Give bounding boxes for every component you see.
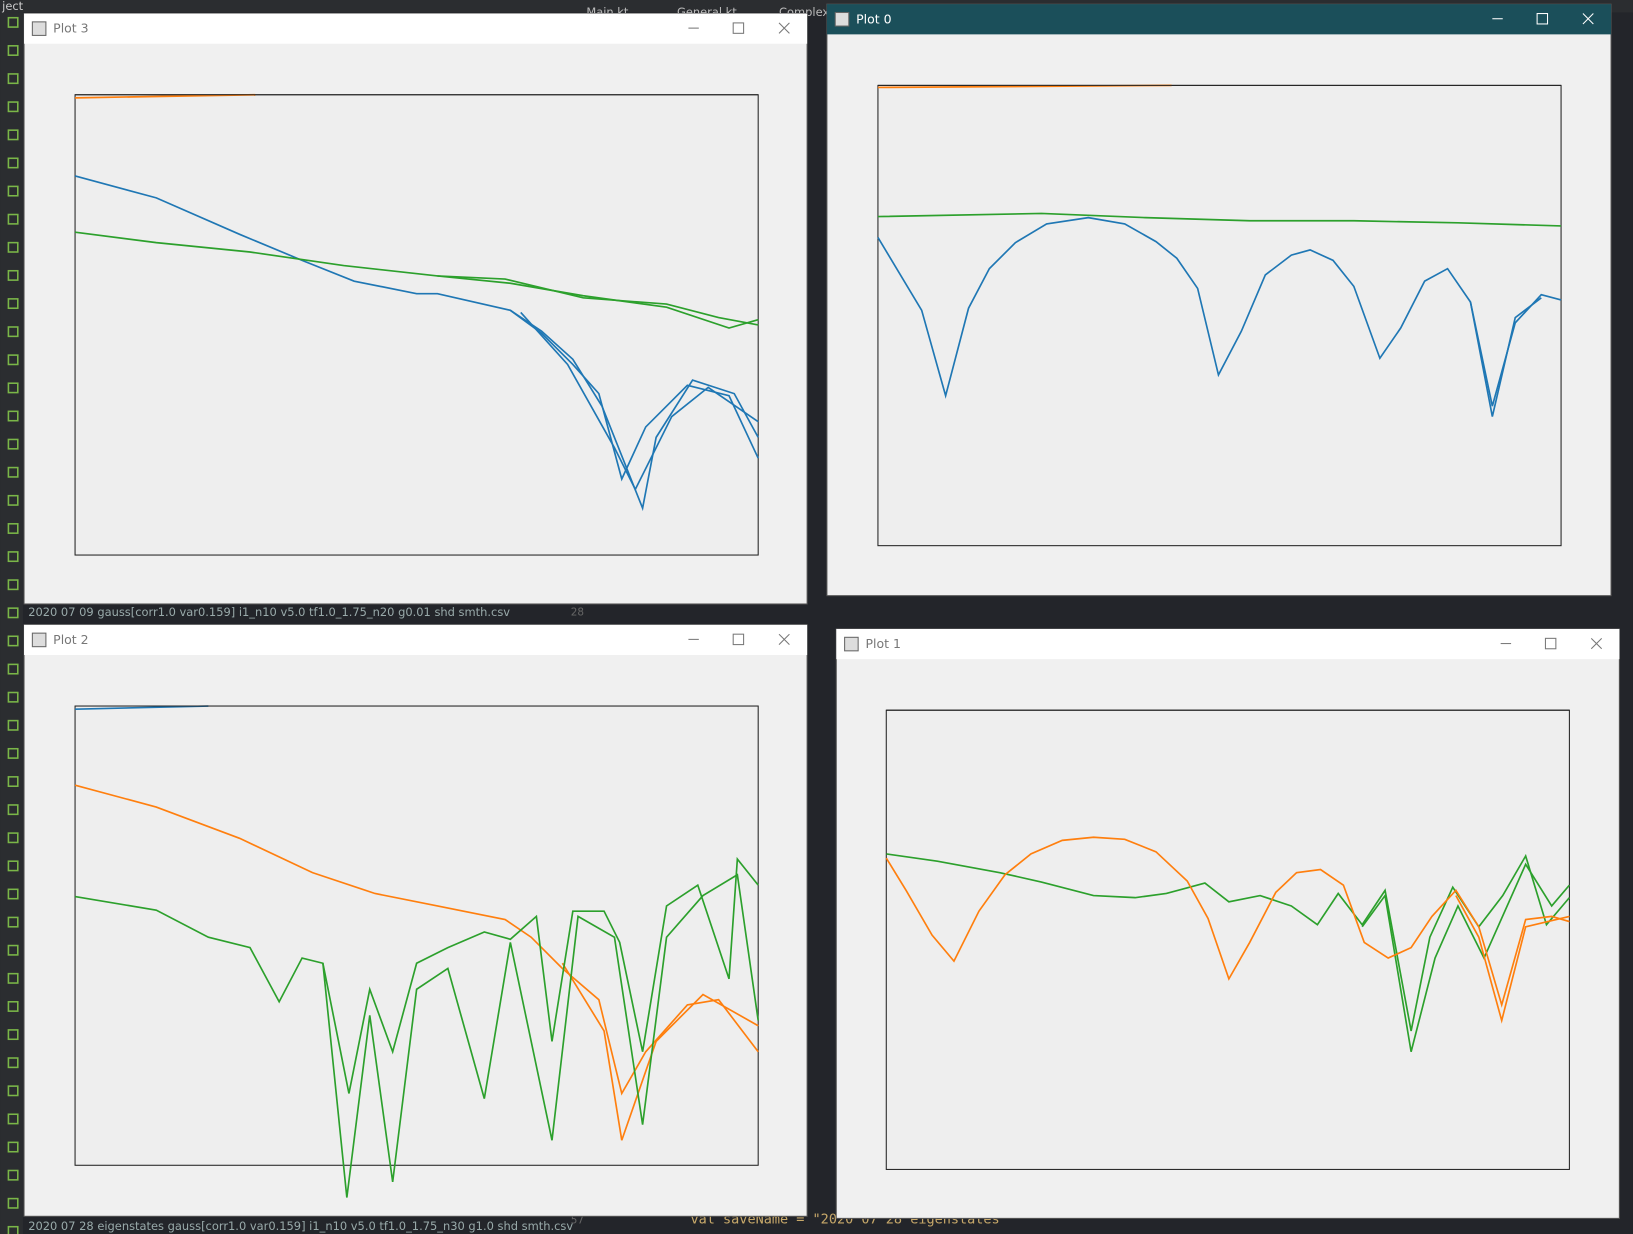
window-title: Plot 3 (53, 21, 88, 36)
window-icon (844, 636, 859, 652)
window-title: Plot 0 (856, 11, 891, 26)
window-icon (834, 11, 850, 27)
gutter-icon[interactable] (7, 269, 19, 281)
plot-curve (509, 309, 759, 512)
title-bar (24, 13, 808, 44)
line-number: 28 (571, 606, 584, 618)
close-button[interactable] (1590, 637, 1603, 650)
close-button[interactable] (778, 22, 790, 34)
gutter-icon[interactable] (7, 1225, 19, 1234)
plot-curve (561, 962, 759, 1141)
status-line: 2020 07 28 eigenstates gauss[corr1.0 var… (28, 1219, 573, 1233)
plot-curve (74, 231, 759, 329)
gutter-icon[interactable] (7, 719, 19, 731)
plot-curve (74, 784, 759, 1096)
plot-frame (885, 709, 1570, 1170)
gutter-icon[interactable] (7, 663, 19, 675)
gutter-icon[interactable] (7, 16, 19, 28)
gutter-icon[interactable] (7, 129, 19, 141)
gutter-icon[interactable] (7, 73, 19, 85)
gutter-icon[interactable] (7, 551, 19, 563)
title-bar (836, 628, 1620, 660)
plot-curve (877, 212, 1562, 227)
gutter-icon[interactable] (7, 185, 19, 197)
gutter-icon[interactable] (7, 157, 19, 169)
gutter-icon[interactable] (7, 860, 19, 872)
line-number: 57 (571, 1214, 584, 1226)
menu-label[interactable]: ject (1, 0, 24, 13)
gutter-icon[interactable] (7, 776, 19, 788)
gutter-icon[interactable] (7, 410, 19, 422)
gutter-icon[interactable] (7, 523, 19, 534)
gutter-icon[interactable] (7, 1000, 19, 1012)
gutter-icon[interactable] (7, 494, 19, 506)
gutter-icon[interactable] (7, 1197, 19, 1209)
title-bar (24, 624, 808, 656)
gutter-icon[interactable] (7, 804, 19, 816)
status-line: 2020 07 09 gauss[corr1.0 var0.159] i1_n1… (28, 605, 510, 619)
gutter-icon[interactable] (7, 213, 19, 225)
gutter-icon[interactable] (7, 466, 19, 478)
gutter-icon[interactable] (7, 438, 19, 450)
gutter-icon[interactable] (7, 382, 19, 394)
gutter-icon[interactable] (7, 241, 19, 253)
plot-curve (520, 311, 759, 492)
plot-frame (74, 705, 759, 1166)
gutter-icon[interactable] (7, 354, 19, 366)
gutter-icon[interactable] (7, 1057, 19, 1069)
gutter-icon[interactable] (7, 45, 19, 56)
window-title: Plot 2 (53, 632, 88, 647)
plot-curve (877, 216, 1562, 407)
plot-frame (877, 84, 1562, 547)
maximize-button[interactable] (1544, 637, 1557, 650)
gutter-icon[interactable] (7, 944, 19, 956)
plot-frame (74, 94, 759, 556)
gutter-icon[interactable] (7, 832, 19, 844)
gutter-icon[interactable] (7, 298, 19, 310)
gutter-icon[interactable] (7, 1029, 19, 1041)
window-icon (31, 632, 47, 648)
gutter-icon[interactable] (7, 1169, 19, 1181)
close-button[interactable] (1582, 13, 1594, 25)
plot-curve (1361, 862, 1571, 1052)
plot-curve (322, 873, 760, 1198)
window-icon (31, 21, 47, 36)
gutter-icon[interactable] (7, 579, 19, 591)
gutter-icon[interactable] (7, 972, 19, 984)
gutter-icon[interactable] (7, 1141, 19, 1153)
plot-curve (74, 856, 759, 1094)
gutter-icon[interactable] (7, 1085, 19, 1097)
gutter-icon[interactable] (7, 326, 19, 338)
gutter-icon[interactable] (7, 888, 19, 900)
plot-curve (437, 275, 759, 326)
plot-curve (886, 853, 1571, 1032)
gutter-icon[interactable] (7, 916, 19, 928)
window-title: Plot 1 (865, 636, 900, 651)
plot-curve (885, 836, 1570, 1008)
gutter-icon[interactable] (7, 101, 19, 113)
plot-curve (1455, 895, 1570, 1024)
gutter-icon[interactable] (7, 635, 19, 647)
plot-curve (1469, 297, 1542, 417)
plot-curve (74, 175, 759, 482)
maximize-button[interactable] (732, 633, 745, 646)
gutter-icon[interactable] (7, 691, 19, 703)
title-bar (826, 4, 1612, 35)
close-button[interactable] (778, 633, 790, 645)
gutter-icon[interactable] (7, 1113, 19, 1125)
maximize-button[interactable] (732, 22, 745, 34)
maximize-button[interactable] (1536, 13, 1549, 25)
gutter-icon[interactable] (7, 607, 19, 619)
gutter-icon[interactable] (7, 747, 19, 759)
